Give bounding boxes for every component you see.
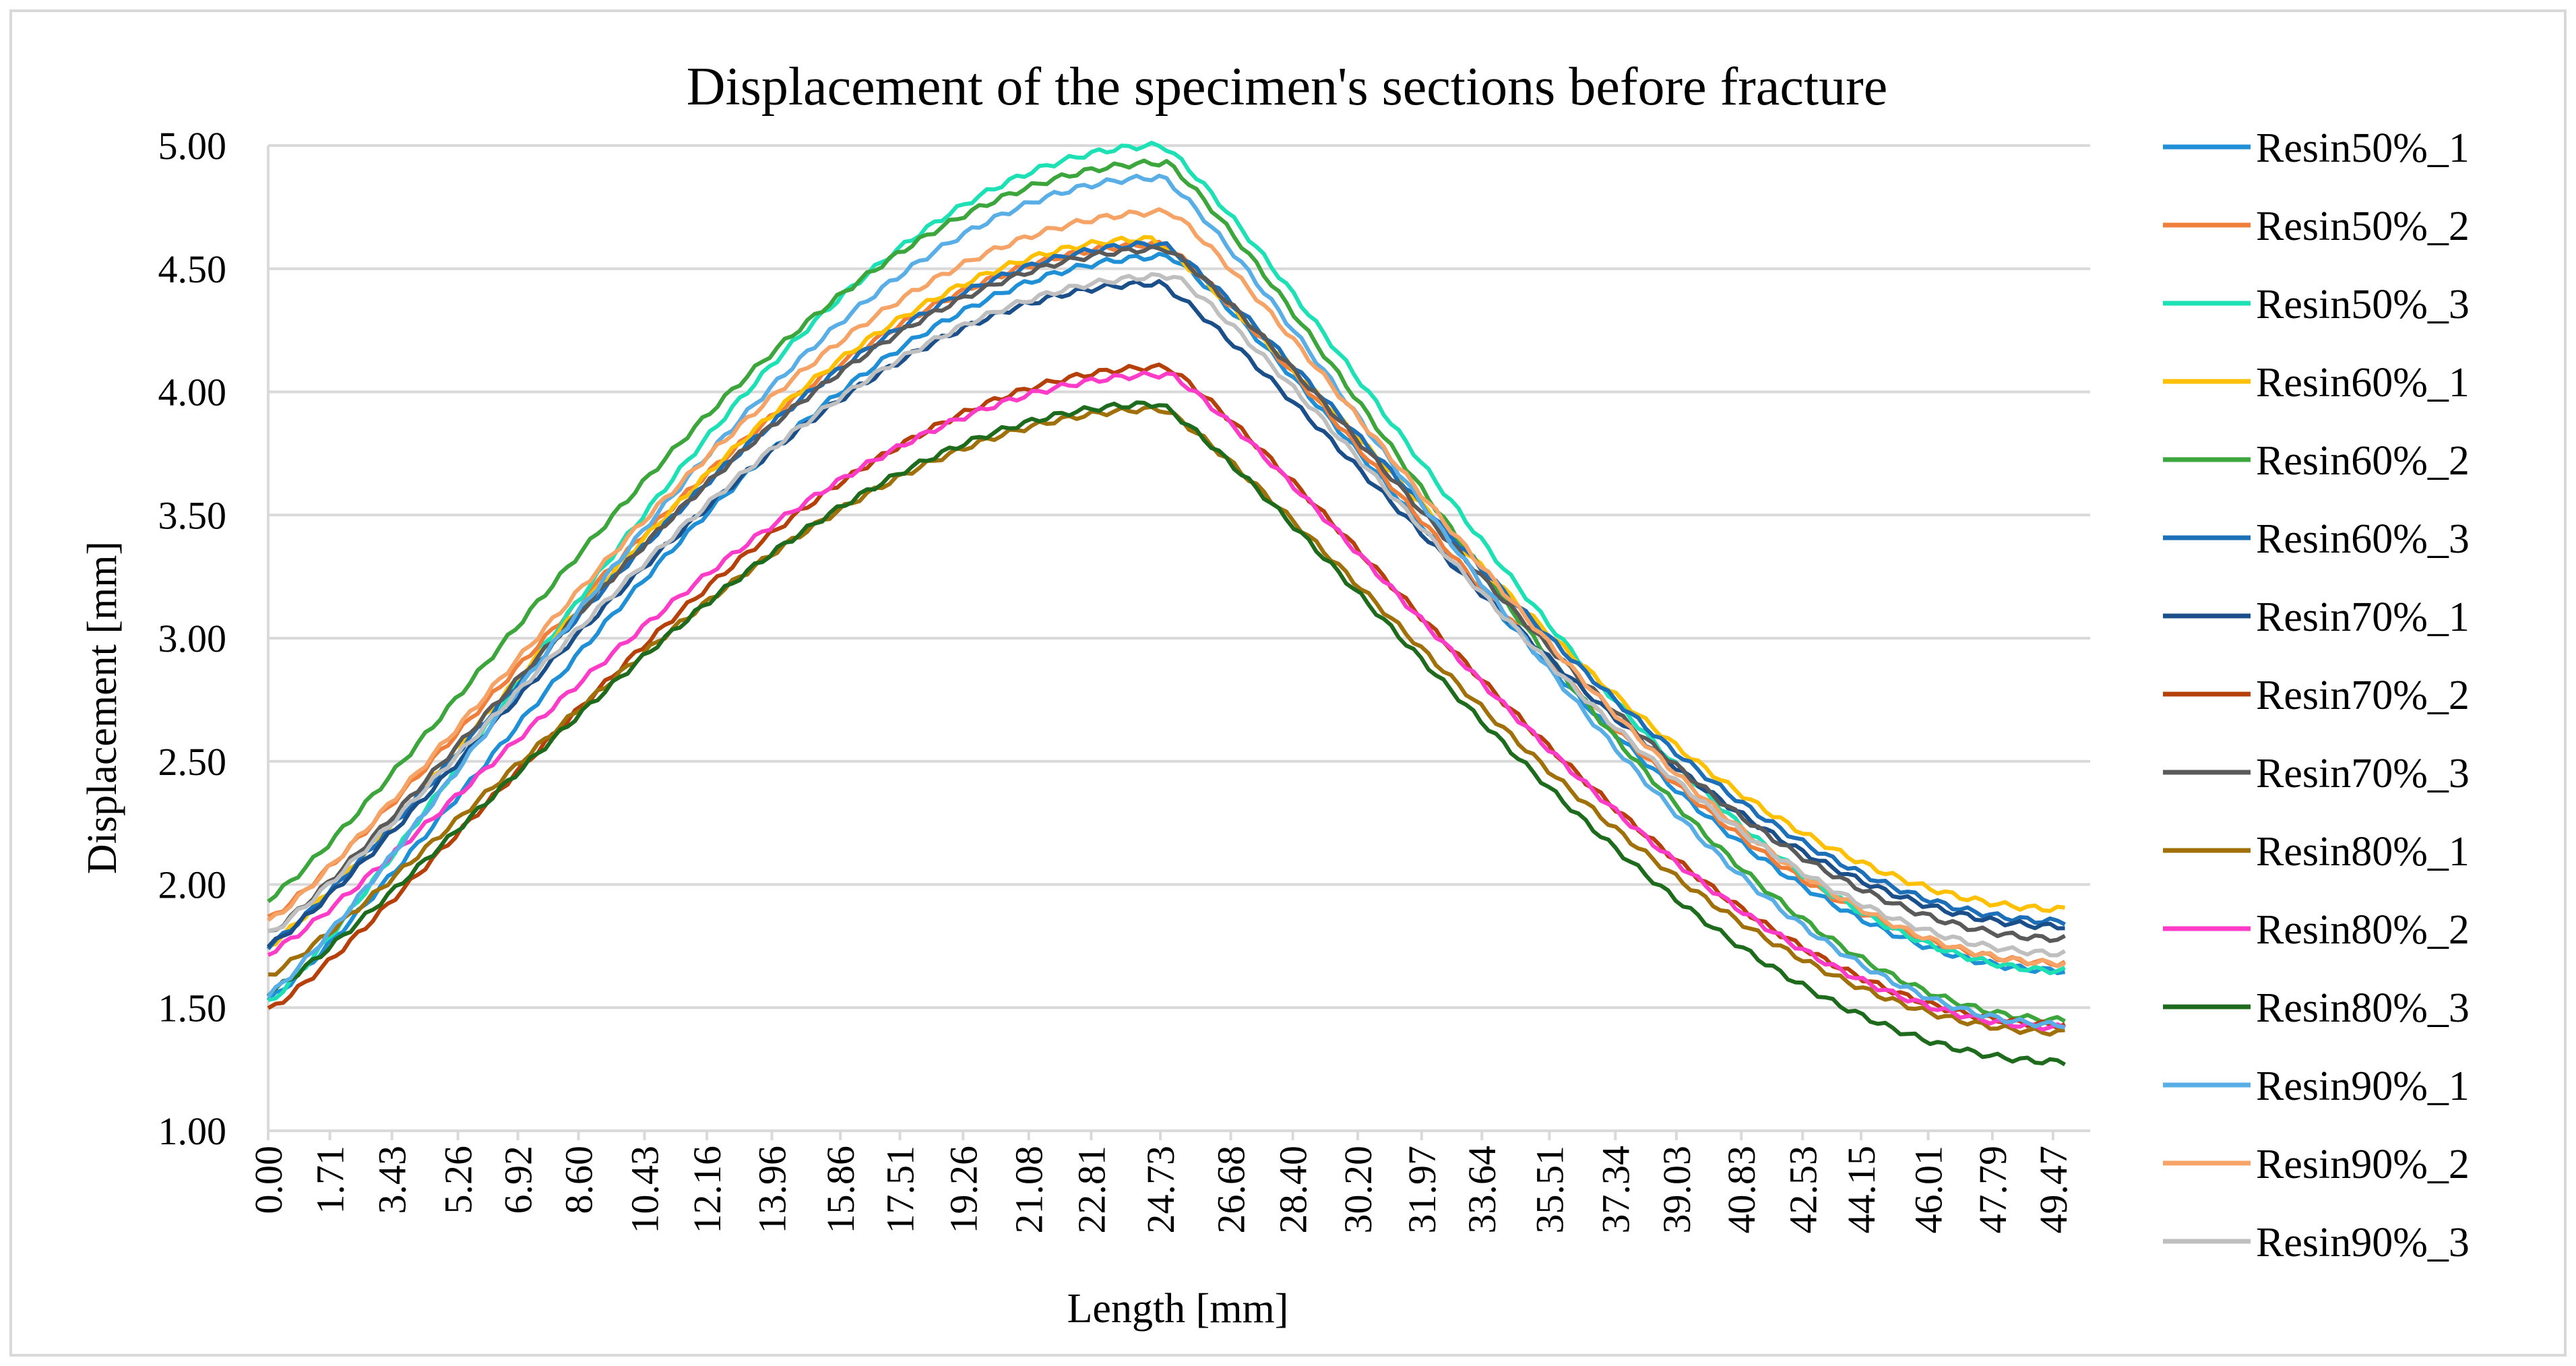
x-tick-label: 44.15 [1840, 1146, 1883, 1234]
x-tick-label: 8.60 [557, 1146, 600, 1214]
series-line-Resin80%_3 [266, 400, 2066, 1067]
y-tick-label: 1.00 [158, 1109, 227, 1153]
x-tick-label: 12.16 [685, 1146, 729, 1234]
x-tick-label: 24.73 [1139, 1146, 1183, 1234]
x-tick-label: 0.00 [247, 1146, 290, 1214]
x-tick-label: 22.81 [1069, 1146, 1113, 1234]
series-line-Resin70%_2 [267, 363, 2066, 1030]
x-tick-label: 17.51 [879, 1146, 922, 1234]
y-tick-label: 3.50 [158, 493, 227, 537]
y-tick-label: 2.00 [158, 863, 227, 907]
x-tick-label: 6.92 [497, 1146, 540, 1214]
series-line-Resin50%_3 [268, 140, 2066, 1002]
x-tick-label: 47.79 [1971, 1146, 2015, 1234]
legend-label: Resin60%_2 [2256, 438, 2470, 484]
series-line-Resin50%_1 [266, 251, 2066, 1002]
x-tick-labels: 0.00 1.71 3.43 5.26 6.92 8.60 10.43 12.16 13.96 1… [247, 1146, 2075, 1234]
x-tick-label: 5.26 [437, 1146, 480, 1214]
series-line-Resin60%_3 [266, 240, 2066, 951]
series-line-Resin60%_1 [268, 235, 2065, 948]
legend-label: Resin50%_1 [2256, 125, 2470, 171]
x-axis-label: Length [mm] [1067, 1286, 1289, 1332]
legend-label: Resin50%_2 [2256, 204, 2470, 249]
series-line-Resin80%_1 [268, 404, 2065, 1037]
y-tick-label: 3.00 [158, 617, 227, 660]
legend-label: Resin90%_2 [2256, 1142, 2470, 1187]
x-tick-label: 37.34 [1594, 1146, 1637, 1234]
x-tick-label: 39.03 [1655, 1146, 1699, 1234]
x-tick-label: 49.47 [2032, 1146, 2075, 1234]
series-line-Resin50%_2 [267, 239, 2066, 968]
series-line-Resin60%_2 [267, 158, 2066, 1024]
x-tick-label: 21.08 [1007, 1146, 1051, 1234]
chart-title: Displacement of the specimen's sections … [687, 57, 1888, 117]
legend-label: Resin80%_1 [2256, 829, 2470, 875]
x-tick-label: 19.26 [941, 1146, 985, 1234]
x-tick-label: 30.20 [1336, 1146, 1380, 1234]
series-line-Resin80%_2 [267, 370, 2066, 1032]
legend-label: Resin70%_2 [2256, 673, 2470, 718]
x-tick-label: 46.01 [1907, 1146, 1951, 1234]
y-axis-label: Displacement [mm] [80, 541, 125, 874]
legend-label: Resin60%_1 [2256, 360, 2470, 406]
x-tick-label: 10.43 [623, 1146, 666, 1234]
legend-label: Resin80%_2 [2256, 907, 2470, 953]
series-line-Resin90%_3 [268, 272, 2066, 958]
legend: Resin50%_1 Resin50%_2 Resin50%_3 Resin60%_1… [2163, 125, 2470, 1266]
x-tick-label: 3.43 [371, 1146, 414, 1214]
x-tick-label: 33.64 [1460, 1146, 1504, 1234]
x-tick-label: 1.71 [309, 1146, 352, 1214]
series-line-Resin70%_1 [266, 279, 2065, 949]
y-tick-label: 1.50 [158, 986, 227, 1030]
series-line-Resin70%_3 [268, 244, 2066, 943]
x-tick-label: 31.97 [1400, 1146, 1444, 1234]
legend-label: Resin70%_3 [2256, 751, 2470, 797]
y-tick-labels: 1.00 1.50 2.00 2.50 3.00 3.50 4.00 4.50 5.00 [158, 124, 227, 1153]
legend-label: Resin90%_3 [2256, 1220, 2470, 1266]
legend-label: Resin90%_1 [2256, 1063, 2470, 1109]
legend-label: Resin60%_3 [2256, 516, 2470, 562]
x-tick-label: 26.68 [1210, 1146, 1253, 1234]
series-line-Resin90%_1 [266, 173, 2065, 1030]
axes [267, 146, 2090, 1140]
y-tick-label: 4.50 [158, 247, 227, 291]
x-tick-label: 42.53 [1781, 1146, 1825, 1234]
legend-label: Resin70%_1 [2256, 594, 2470, 640]
x-tick-label: 40.83 [1720, 1146, 1763, 1234]
x-tick-label: 28.40 [1271, 1146, 1315, 1234]
legend-label: Resin80%_3 [2256, 985, 2470, 1031]
series-lines [266, 140, 2066, 1067]
legend-label: Resin50%_3 [2256, 282, 2470, 328]
x-tick-label: 35.51 [1528, 1146, 1571, 1234]
y-tick-label: 2.50 [158, 740, 227, 784]
y-tick-label: 5.00 [158, 124, 227, 168]
x-tick-label: 13.96 [750, 1146, 794, 1234]
x-tick-label: 15.86 [819, 1146, 862, 1234]
y-tick-label: 4.00 [158, 371, 227, 414]
